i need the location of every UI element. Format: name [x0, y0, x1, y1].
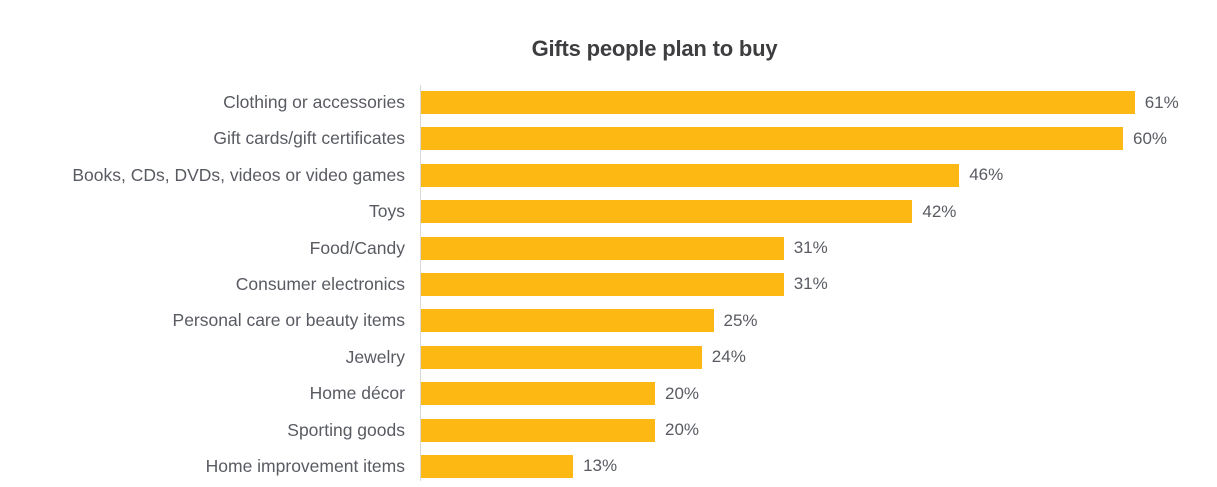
bar-row: Books, CDs, DVDs, videos or video games 4…	[0, 163, 1217, 187]
bar-row: Sporting goods 20%	[0, 418, 1217, 442]
bar-row: Consumer electronics 31%	[0, 272, 1217, 296]
bar[interactable]	[421, 272, 784, 296]
value-label: 46%	[969, 165, 1004, 185]
bar-row: Food/Candy 31%	[0, 236, 1217, 260]
bar-row: Gift cards/gift certificates 60%	[0, 127, 1217, 151]
bar-row: Home improvement items 13%	[0, 454, 1217, 478]
bar[interactable]	[421, 345, 702, 369]
bar-row: Clothing or accessories 61%	[0, 91, 1217, 114]
value-label: 24%	[711, 347, 746, 367]
category-label: Food/Candy	[309, 237, 405, 258]
value-label: 20%	[665, 420, 700, 440]
bar-row: Personal care or beauty items 25%	[0, 309, 1217, 333]
value-label: 31%	[793, 238, 828, 258]
value-label: 20%	[665, 383, 700, 403]
bar[interactable]	[421, 200, 913, 224]
plot-area: Clothing or accessories 61% Gift cards/gif…	[0, 85, 1217, 478]
category-label: Home improvement items	[205, 455, 405, 476]
bar-row: Jewelry 24%	[0, 345, 1217, 369]
value-label: 13%	[583, 456, 618, 476]
y-axis-line	[420, 85, 421, 481]
category-label: Personal care or beauty items	[172, 310, 405, 331]
category-label: Toys	[369, 201, 405, 222]
value-label: 42%	[922, 201, 957, 221]
bar[interactable]	[421, 418, 655, 442]
bar[interactable]	[421, 454, 574, 478]
category-label: Gift cards/gift certificates	[213, 128, 405, 149]
value-label: 61%	[1144, 92, 1179, 112]
category-label: Books, CDs, DVDs, videos or video games	[72, 164, 405, 185]
bar[interactable]	[421, 382, 655, 406]
value-label: 31%	[793, 274, 828, 294]
bar-rows: Clothing or accessories 61% Gift cards/gif…	[0, 85, 1217, 478]
bar[interactable]	[421, 91, 1135, 114]
chart-title: Gifts people plan to buy	[531, 36, 778, 61]
bar-row: Home décor 20%	[0, 382, 1217, 406]
category-label: Sporting goods	[287, 419, 405, 440]
category-label: Home décor	[309, 383, 405, 404]
category-label: Consumer electronics	[235, 273, 405, 294]
bar[interactable]	[421, 309, 714, 333]
category-label: Jewelry	[345, 346, 405, 367]
value-label: 25%	[723, 310, 758, 330]
bar[interactable]	[421, 163, 960, 187]
value-label: 60%	[1133, 128, 1168, 148]
bar[interactable]	[421, 127, 1123, 151]
bar[interactable]	[421, 236, 784, 260]
category-label: Clothing or accessories	[223, 92, 405, 112]
bar-row: Toys 42%	[0, 200, 1217, 224]
